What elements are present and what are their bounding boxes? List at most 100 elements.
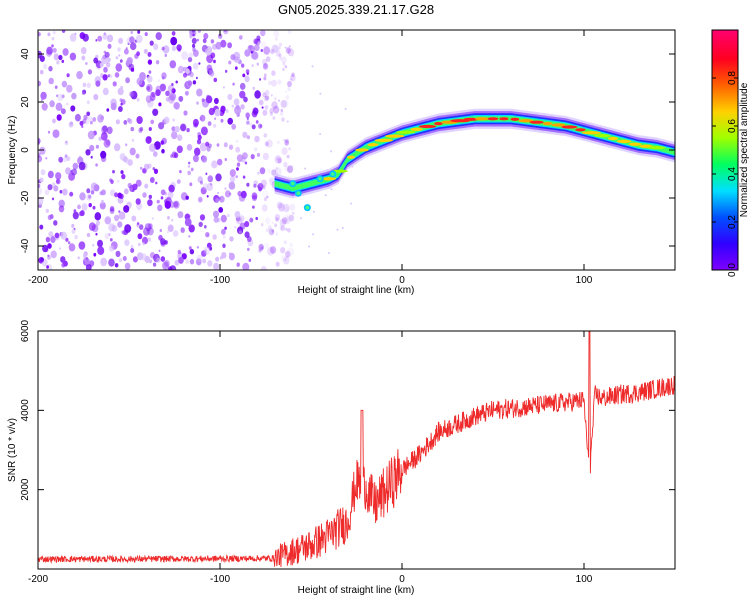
noise-speckle bbox=[86, 232, 91, 238]
ridge-peak bbox=[332, 169, 348, 173]
noise-speckle bbox=[287, 165, 294, 173]
noise-speckle bbox=[229, 192, 232, 196]
noise-speckle bbox=[39, 224, 44, 230]
noise-speckle bbox=[245, 69, 250, 74]
noise-speckle bbox=[198, 221, 203, 228]
noise-speckle bbox=[196, 254, 203, 263]
noise-speckle bbox=[196, 246, 199, 249]
noise-speckle bbox=[285, 206, 290, 212]
noise-speckle bbox=[206, 94, 210, 99]
noise-speckle bbox=[271, 229, 274, 233]
noise-speckle bbox=[271, 101, 278, 110]
noise-speckle bbox=[197, 30, 201, 33]
noise-speckle bbox=[62, 156, 68, 163]
noise-speckle bbox=[174, 259, 180, 266]
noise-speckle bbox=[121, 173, 126, 180]
noise-speckle bbox=[77, 256, 80, 260]
noise-speckle bbox=[242, 152, 248, 160]
noise-speckle bbox=[207, 260, 213, 267]
ridge-peak bbox=[355, 148, 369, 152]
noise-speckle bbox=[188, 224, 195, 233]
ridge-blob-core bbox=[296, 191, 301, 195]
noise-speckle bbox=[267, 246, 274, 256]
noise-speckle bbox=[85, 257, 89, 261]
noise-speckle bbox=[108, 223, 116, 232]
ridge-peak bbox=[395, 130, 416, 134]
noise-speckle bbox=[117, 179, 120, 183]
noise-speckle bbox=[153, 43, 159, 51]
noise-speckle bbox=[167, 94, 175, 104]
noise-speckle bbox=[241, 63, 245, 68]
noise-speckle bbox=[169, 60, 177, 69]
noise-speckle bbox=[271, 79, 277, 87]
noise-speckle bbox=[190, 167, 194, 172]
noise-speckle bbox=[71, 229, 76, 234]
noise-speckle bbox=[44, 189, 50, 196]
noise-speckle bbox=[167, 224, 174, 232]
x-tick-label: -100 bbox=[210, 574, 230, 585]
noise-speckle bbox=[148, 70, 152, 74]
noise-speckle bbox=[205, 172, 208, 176]
noise-speckle bbox=[39, 69, 44, 75]
noise-speckle bbox=[120, 102, 123, 106]
noise-speckle bbox=[232, 82, 235, 86]
noise-speckle bbox=[45, 208, 49, 213]
noise-speckle bbox=[142, 236, 148, 245]
noise-speckle bbox=[247, 247, 250, 251]
noise-speckle bbox=[119, 98, 123, 102]
noise-speckle bbox=[176, 145, 183, 154]
noise-speckle bbox=[280, 108, 284, 112]
noise-speckle bbox=[283, 161, 288, 168]
noise-speckle bbox=[203, 225, 207, 229]
noise-speckle bbox=[125, 47, 128, 50]
noise-speckle bbox=[250, 154, 255, 160]
noise-speckle bbox=[137, 30, 141, 34]
noise-speckle bbox=[242, 73, 246, 78]
snr-series-line bbox=[38, 331, 675, 567]
noise-speckle bbox=[100, 257, 108, 267]
ridge-band bbox=[274, 116, 675, 191]
spectrogram-x-label: Height of straight line (km) bbox=[298, 285, 415, 296]
noise-speckle bbox=[277, 157, 282, 164]
noise-speckle bbox=[67, 241, 71, 245]
noise-speckle bbox=[48, 65, 53, 72]
noise-speckle bbox=[168, 95, 173, 100]
noise-speckle bbox=[130, 248, 135, 253]
noise-speckle bbox=[244, 75, 250, 83]
noise-speckle bbox=[288, 45, 291, 48]
noise-speckle bbox=[132, 183, 138, 191]
noise-speckle bbox=[202, 258, 207, 264]
noise-speckle bbox=[265, 217, 271, 225]
noise-speckle bbox=[244, 231, 250, 238]
noise-speckle bbox=[291, 72, 295, 78]
noise-speckle bbox=[109, 206, 115, 212]
noise-speckle bbox=[282, 256, 290, 265]
noise-speckle bbox=[259, 78, 262, 81]
noise-speckle bbox=[257, 171, 260, 175]
noise-speckle bbox=[263, 46, 271, 55]
noise-speckle bbox=[206, 146, 211, 152]
noise-speckle bbox=[155, 60, 160, 65]
noise-speckle bbox=[180, 227, 185, 233]
noise-speckle bbox=[221, 252, 227, 259]
ridge-peak bbox=[487, 117, 499, 121]
noise-speckle bbox=[230, 54, 236, 61]
noise-speckle bbox=[117, 221, 123, 228]
noise-speckle bbox=[172, 118, 175, 122]
noise-speckle bbox=[64, 154, 68, 158]
noise-speckle bbox=[86, 100, 90, 105]
noise-speckle bbox=[119, 193, 124, 199]
noise-speckle bbox=[94, 212, 102, 221]
noise-speckle bbox=[152, 108, 159, 117]
noise-speckle bbox=[216, 143, 220, 147]
noise-speckle bbox=[39, 177, 44, 183]
noise-speckle bbox=[78, 211, 83, 217]
noise-speckle bbox=[89, 144, 95, 152]
noise-speckle bbox=[83, 114, 88, 120]
noise-speckle bbox=[74, 113, 81, 122]
noise-speckle bbox=[252, 107, 259, 115]
noise-speckle bbox=[263, 95, 269, 102]
noise-speckle bbox=[284, 258, 287, 262]
noise-speckle bbox=[87, 69, 92, 75]
noise-speckle bbox=[40, 257, 45, 263]
